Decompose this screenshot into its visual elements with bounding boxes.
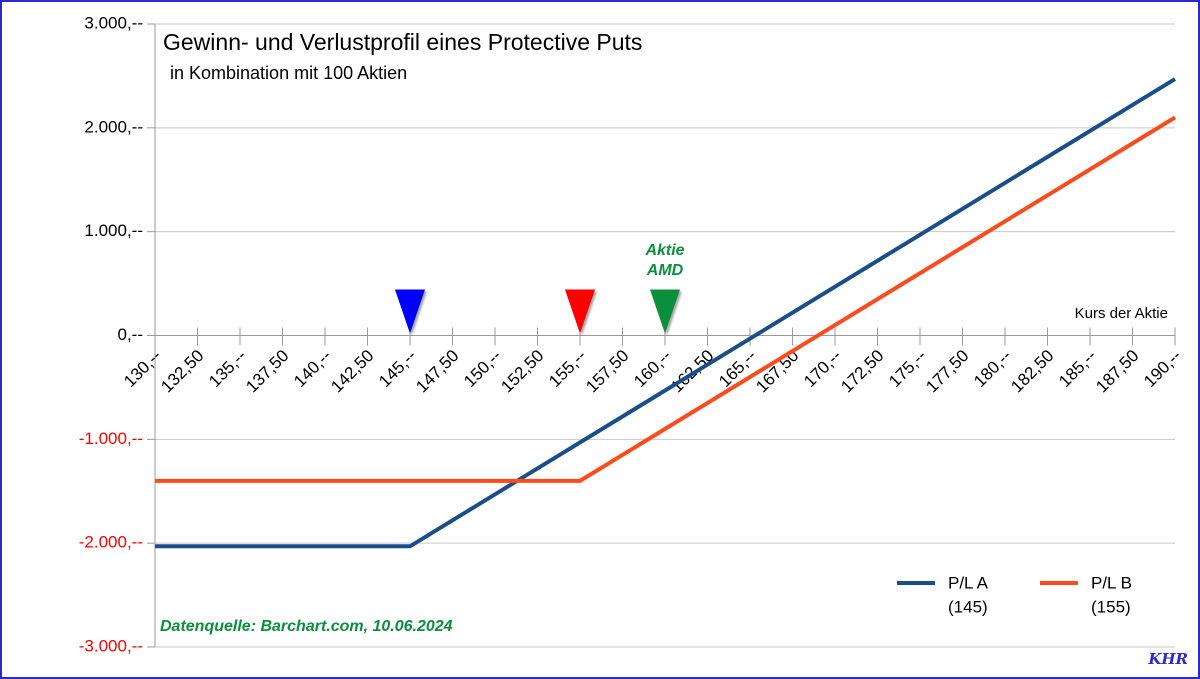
marker-label: AMD <box>646 262 684 279</box>
y-tick-label: 2.000,-- <box>84 117 143 136</box>
series-line <box>155 77 1177 549</box>
legend-label: P/L B <box>1091 573 1132 592</box>
y-tick-label: 0,-- <box>118 325 144 344</box>
legend-sublabel: (155) <box>1091 597 1131 616</box>
marker-label: Aktie <box>644 242 684 259</box>
y-tick-label: -2.000,-- <box>79 533 143 552</box>
y-tick-label: -3.000,-- <box>79 636 143 655</box>
marker-triangle <box>565 289 595 334</box>
x-axis-label: Kurs der Aktie <box>1075 305 1168 322</box>
series-line <box>155 115 1177 483</box>
y-tick-label: 1.000,-- <box>84 221 143 240</box>
y-tick-label: -1.000,-- <box>79 429 143 448</box>
chart-title: Gewinn- und Verlustprofil eines Protecti… <box>163 29 642 55</box>
y-tick-label: 3.000,-- <box>84 13 143 32</box>
signature: KHR <box>1147 650 1188 668</box>
chart-subtitle: in Kombination mit 100 Aktien <box>170 63 407 83</box>
marker-triangle <box>395 289 425 334</box>
marker-triangle <box>650 289 680 334</box>
source-note: Datenquelle: Barchart.com, 10.06.2024 <box>160 618 453 635</box>
legend-sublabel: (145) <box>948 597 988 616</box>
legend-label: P/L A <box>948 573 989 592</box>
